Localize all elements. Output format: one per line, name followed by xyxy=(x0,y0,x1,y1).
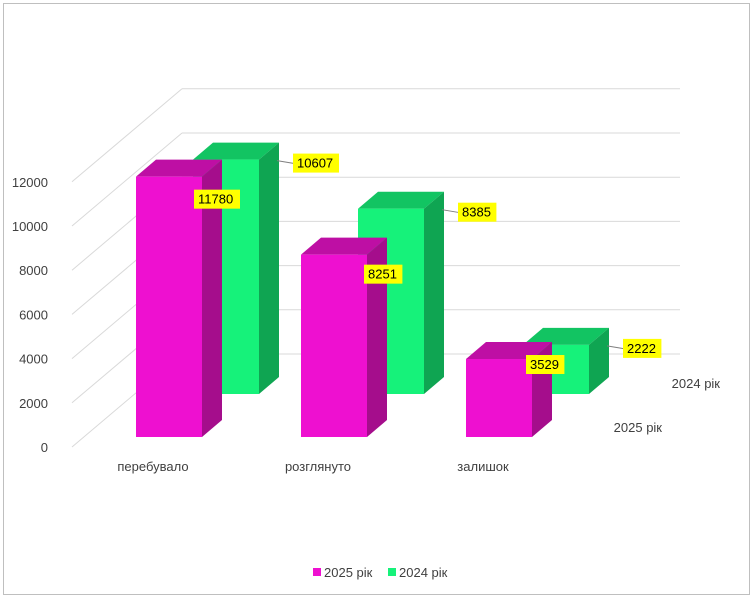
bar-side-face xyxy=(259,142,279,394)
data-label-2025-0-bg xyxy=(194,189,240,209)
bars xyxy=(136,142,609,438)
category-label: залишок xyxy=(457,459,509,474)
data-label-2024-1-bg xyxy=(458,202,497,222)
bar-side-face xyxy=(202,159,222,438)
bar-top-face xyxy=(136,159,222,177)
data-label-2025-2-bg xyxy=(526,355,565,375)
depth-label-2024: 2024 рік xyxy=(672,376,721,391)
y-tick-label: 0 xyxy=(41,440,48,455)
legend-label-2025: 2025 рік xyxy=(324,565,373,580)
y-tick-label: 10000 xyxy=(12,219,48,234)
leader-line xyxy=(441,209,461,214)
data-label-2024-2-bg xyxy=(623,338,662,358)
bar-side-face xyxy=(424,191,444,394)
legend-swatch-2024 xyxy=(388,568,396,576)
bar-top-face xyxy=(523,327,609,345)
bar-top-face xyxy=(358,191,444,209)
bar-top-face xyxy=(466,342,552,360)
legend: 2025 рік 2024 рік xyxy=(313,565,448,580)
y-tick-label: 2000 xyxy=(19,396,48,411)
bar-2025-1 xyxy=(301,237,387,437)
data-label-2025-1: 8251 xyxy=(368,267,397,282)
bar-side-face xyxy=(589,327,609,394)
legend-label-2024: 2024 рік xyxy=(399,565,448,580)
category-label: розглянуто xyxy=(285,459,351,474)
category-labels: перебувало розглянуто залишок xyxy=(117,459,509,474)
y-tick-label: 4000 xyxy=(19,352,48,367)
data-label-2024-2: 2222 xyxy=(627,341,656,356)
y-tick-label: 6000 xyxy=(19,307,48,322)
y-axis-ticks: 0 2000 4000 6000 8000 10000 12000 xyxy=(12,175,48,455)
data-label-2024-0: 10607 xyxy=(297,156,333,171)
leader-line xyxy=(276,160,296,165)
category-label: перебувало xyxy=(117,459,188,474)
bar-front-face xyxy=(466,359,532,437)
series-depth-labels: 2025 рік 2024 рік xyxy=(614,376,721,435)
bar-front-face xyxy=(301,254,367,437)
data-label-2025-0: 11780 xyxy=(198,192,233,207)
legend-swatch-2025 xyxy=(313,568,321,576)
bar-front-face xyxy=(136,176,202,438)
gridline-diagonal xyxy=(71,132,183,227)
data-labels: 11780 8251 3529 10607 8385 2222 xyxy=(194,153,662,375)
data-label-2025-2: 3529 xyxy=(530,357,559,372)
bar-top-face xyxy=(193,142,279,160)
y-tick-label: 8000 xyxy=(19,263,48,278)
data-label-2024-0-bg xyxy=(293,153,339,173)
data-label-2025-1-bg xyxy=(364,264,403,284)
y-tick-label: 12000 xyxy=(12,175,48,190)
data-label-2024-1: 8385 xyxy=(462,205,491,220)
bar-top-face xyxy=(301,237,387,255)
bar-side-face xyxy=(367,237,387,437)
leader-line xyxy=(606,345,626,350)
bar-2025-0 xyxy=(136,159,222,438)
gridline-diagonal xyxy=(71,88,183,183)
depth-label-2025: 2025 рік xyxy=(614,420,663,435)
